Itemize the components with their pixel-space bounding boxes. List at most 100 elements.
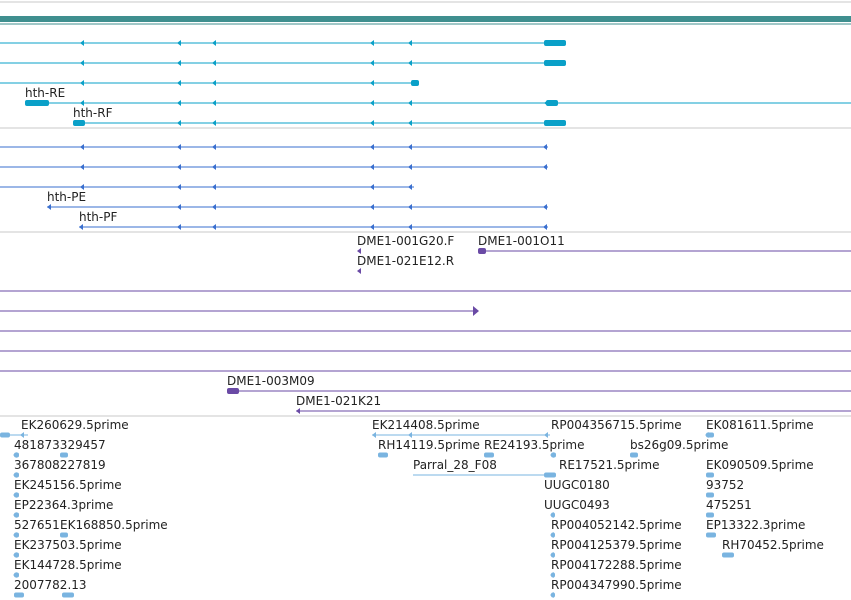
est-label[interactable]: EK245156.5prime xyxy=(14,478,122,492)
exon-block[interactable] xyxy=(544,40,566,46)
strand-arrow xyxy=(543,164,547,170)
est-label[interactable]: RH70452.5prime xyxy=(722,538,824,552)
est-block[interactable] xyxy=(0,432,10,438)
insertion-label[interactable]: DME1-001G20.F xyxy=(357,234,455,248)
strand-arrow xyxy=(13,452,17,458)
est-label[interactable]: 527651 xyxy=(14,518,60,532)
strand-arrow xyxy=(13,572,17,578)
est-label[interactable]: 475251 xyxy=(706,498,752,512)
strand-arrow xyxy=(543,144,547,150)
est-label[interactable]: 2007782.13 xyxy=(14,578,87,592)
strand-arrow xyxy=(212,80,216,86)
est-label[interactable]: EK090509.5prime xyxy=(706,458,814,472)
est-label[interactable]: EK081611.5prime xyxy=(706,418,814,432)
est-label[interactable]: RP004052142.5prime xyxy=(551,518,682,532)
est-label[interactable]: RH14119.5prime xyxy=(378,438,480,452)
est-label[interactable]: EP13322.3prime xyxy=(706,518,806,532)
strand-arrow xyxy=(80,164,84,170)
strand-arrow xyxy=(408,144,412,150)
exon-block[interactable] xyxy=(73,120,85,126)
strand-arrow xyxy=(370,40,374,46)
est-label[interactable]: RP004356715.5prime xyxy=(551,418,682,432)
strand-arrow xyxy=(212,204,216,210)
transcript-label[interactable]: hth-RE xyxy=(25,86,66,100)
strand-arrow xyxy=(80,184,84,190)
est-label[interactable]: RP004172288.5prime xyxy=(551,558,682,572)
exon-block[interactable] xyxy=(411,80,419,86)
est-label[interactable]: bs26g09.5prime xyxy=(630,438,729,452)
strand-arrow xyxy=(80,40,84,46)
est-label[interactable]: UUGC0180 xyxy=(544,478,610,492)
insertion-label[interactable]: DME1-001O11 xyxy=(478,234,565,248)
est-label[interactable]: EK144728.5prime xyxy=(14,558,122,572)
est-label[interactable]: EK214408.5prime xyxy=(372,418,480,432)
strand-arrow xyxy=(212,184,216,190)
est-block[interactable] xyxy=(60,452,68,458)
insertion-block[interactable] xyxy=(227,388,239,394)
strand-arrow xyxy=(370,120,374,126)
strand-arrow xyxy=(408,120,412,126)
strand-arrow xyxy=(177,184,181,190)
strand-arrow xyxy=(370,80,374,86)
insertion-label[interactable]: DME1-021K21 xyxy=(296,394,382,408)
strand-arrow xyxy=(408,40,412,46)
insertion-marker xyxy=(296,408,300,414)
est-label[interactable]: RE17521.5prime xyxy=(559,458,660,472)
est-block[interactable] xyxy=(544,472,556,478)
strand-arrow xyxy=(80,100,84,106)
strand-arrow xyxy=(79,224,83,230)
est-block[interactable] xyxy=(60,532,68,538)
est-label[interactable]: EK168850.5prime xyxy=(60,518,168,532)
strand-arrow xyxy=(550,512,554,518)
est-block[interactable] xyxy=(722,552,734,558)
est-label[interactable]: EP22364.3prime xyxy=(14,498,114,512)
protein-label[interactable]: hth-PE xyxy=(47,190,87,204)
strand-arrow xyxy=(370,164,374,170)
strand-arrow xyxy=(212,120,216,126)
strand-arrow xyxy=(177,204,181,210)
exon-block[interactable] xyxy=(546,100,558,106)
strand-arrow xyxy=(177,60,181,66)
exon-block[interactable] xyxy=(25,100,49,106)
est-block[interactable] xyxy=(706,492,714,498)
est-block[interactable] xyxy=(706,512,714,518)
insertion-label[interactable]: DME1-021E12.R xyxy=(357,254,455,268)
est-block[interactable] xyxy=(484,452,494,458)
strand-arrow xyxy=(543,224,547,230)
insertion-label[interactable]: DME1-003M09 xyxy=(227,374,315,388)
strand-arrow xyxy=(20,432,24,438)
est-block[interactable] xyxy=(706,472,714,478)
strand-arrow xyxy=(408,432,412,438)
strand-arrow xyxy=(177,100,181,106)
strand-arrow xyxy=(13,552,17,558)
est-label[interactable]: RE24193.5prime xyxy=(484,438,585,452)
strand-arrow xyxy=(80,60,84,66)
est-label[interactable]: EK237503.5prime xyxy=(14,538,122,552)
est-label[interactable]: 93752 xyxy=(706,478,745,492)
strand-arrow xyxy=(705,432,709,438)
est-label[interactable]: 481873329457 xyxy=(14,438,106,452)
strand-arrow xyxy=(212,144,216,150)
strand-arrow xyxy=(212,224,216,230)
est-label[interactable]: RP004125379.5prime xyxy=(551,538,682,552)
transcript-label[interactable]: hth-RF xyxy=(73,106,113,120)
strand-arrow xyxy=(212,164,216,170)
exon-block[interactable] xyxy=(544,60,566,66)
est-label[interactable]: EK260629.5prime xyxy=(21,418,129,432)
est-block[interactable] xyxy=(706,532,716,538)
insertion-block[interactable] xyxy=(478,248,486,254)
exon-block[interactable] xyxy=(544,120,566,126)
est-label[interactable]: RP004347990.5prime xyxy=(551,578,682,592)
protein-label[interactable]: hth-PF xyxy=(79,210,118,224)
strand-arrow xyxy=(177,144,181,150)
est-block[interactable] xyxy=(630,452,638,458)
est-label[interactable]: Parral_28_F08 xyxy=(413,458,497,472)
est-block[interactable] xyxy=(378,452,388,458)
strand-arrow xyxy=(550,452,554,458)
est-label[interactable]: UUGC0493 xyxy=(544,498,610,512)
est-block[interactable] xyxy=(62,592,74,598)
est-label[interactable]: 367808227819 xyxy=(14,458,106,472)
est-block[interactable] xyxy=(14,592,24,598)
